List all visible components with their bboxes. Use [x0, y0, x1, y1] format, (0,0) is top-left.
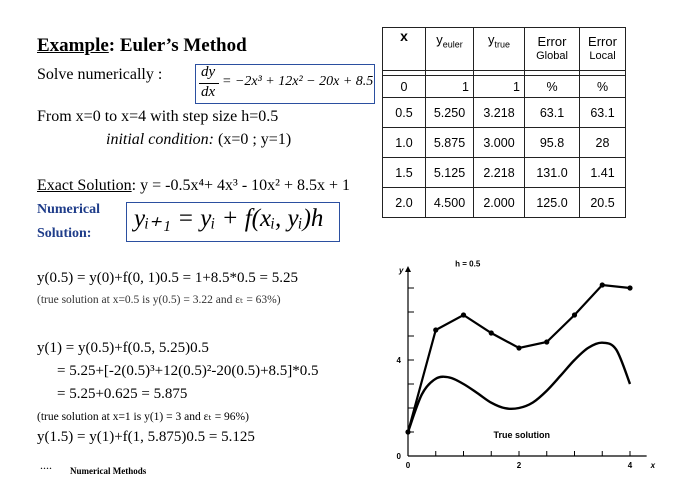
cell: 1.0 [382, 127, 426, 158]
header-yeuler-sub: euler [442, 39, 463, 50]
note-1: (true solution at x=0.5 is y(0.5) = 3.22… [37, 294, 281, 306]
cell: 0 [382, 75, 426, 98]
header-error-global: Error Global [524, 27, 580, 71]
cell: 3.000 [473, 127, 525, 158]
cell: 1 [473, 75, 525, 98]
euler-point [627, 285, 633, 291]
step-4: = 5.25+0.625 = 5.875 [57, 386, 188, 402]
deriv-numerator: dy [201, 64, 216, 80]
euler-series-line [406, 283, 631, 433]
y-axis-arrow [405, 266, 411, 272]
euler-point [599, 282, 605, 288]
table-initial-row: 0 1 1 % % [382, 75, 626, 98]
cell: % [579, 75, 626, 98]
x-tick-label: 2 [517, 461, 522, 470]
cell: 2.0 [382, 187, 426, 218]
header-error-global-2: Global [536, 50, 568, 62]
cell: 125.0 [524, 187, 580, 218]
header-x: x [382, 27, 426, 71]
euler-point [460, 312, 467, 318]
cell: 95.8 [524, 127, 580, 158]
annotation-step-size: h = 0.5 [455, 259, 481, 268]
header-ytrue-y: y [487, 32, 495, 47]
euler-formula: yᵢ₊₁ = yᵢ + f(xᵢ, yᵢ)h [134, 205, 324, 232]
euler-point [571, 312, 578, 318]
y-tick-label: 4 [397, 356, 402, 365]
range-line: From x=0 to x=4 with step size h=0.5 [37, 108, 279, 125]
euler-chart: 0 2 4 0 4 x y h = 0.5 True solution [397, 259, 656, 470]
euler-formula-box [126, 202, 340, 242]
fraction-bar [199, 83, 219, 84]
header-ytrue-sub: true [494, 39, 510, 50]
x-axis-label: x [650, 461, 656, 470]
ode-box [195, 64, 375, 104]
header-error-local-1: Error [588, 34, 617, 49]
header-error-local: Error Local [579, 27, 626, 71]
annotation-true-solution: True solution [494, 430, 551, 440]
table-row: 1.0 5.875 3.000 95.8 28 [382, 127, 626, 158]
header-error-local-2: Local [589, 50, 616, 62]
table-row: 1.5 5.125 2.218 131.0 1.41 [382, 157, 626, 188]
ellipsis: .... [40, 458, 52, 472]
example-title: Example: Euler’s Method [37, 35, 247, 57]
initial-condition: initial condition: (x=0 ; y=1) [106, 131, 291, 149]
cell: 2.000 [473, 187, 525, 218]
cell: 2.218 [473, 157, 525, 188]
cell: 5.125 [425, 157, 474, 188]
step-3: = 5.25+[-2(0.5)³+12(0.5)²-20(0.5)+8.5]*0… [57, 363, 319, 379]
step-5: y(1.5) = y(1)+f(1, 5.875)0.5 = 5.125 [37, 429, 255, 445]
header-ytrue: ytrue [473, 27, 525, 71]
cell: 20.5 [579, 187, 626, 218]
cell: 63.1 [579, 97, 626, 128]
euler-point [544, 339, 550, 345]
results-table: x yeuler ytrue Error Global Error Local … [382, 27, 626, 218]
solution-label: Solution: [37, 226, 92, 241]
solve-label: Solve numerically : [37, 66, 163, 83]
cell: 5.875 [425, 127, 474, 158]
cell: 3.218 [473, 97, 525, 128]
header-error-global-1: Error [537, 34, 567, 49]
cell: 1.5 [382, 157, 426, 188]
y-tick-label: 0 [397, 452, 402, 461]
initial-label: initial condition: [106, 131, 214, 148]
ode-rhs: = −2x³ + 12x² − 20x + 8.5 [222, 74, 374, 89]
cell: % [524, 75, 580, 98]
step-2: y(1) = y(0.5)+f(0.5, 5.25)0.5 [37, 340, 209, 356]
cell: 0.5 [382, 97, 426, 128]
table-row: 2.0 4.500 2.000 125.0 20.5 [382, 187, 626, 218]
x-tick-label: 0 [406, 461, 411, 470]
step-1: y(0.5) = y(0)+f(0, 1)0.5 = 1+8.5*0.5 = 5… [37, 270, 299, 286]
cell: 1.41 [579, 157, 626, 188]
x-tick-label: 4 [628, 461, 633, 470]
table-row: 0.5 5.250 3.218 63.1 63.1 [382, 97, 626, 128]
exact-solution: Exact Solution: y = -0.5x⁴+ 4x³ - 10x² +… [37, 177, 350, 195]
euler-point [516, 345, 522, 351]
true-solution-curve [406, 341, 632, 433]
table-header-row: x yeuler ytrue Error Global Error Local [382, 27, 626, 71]
note-2: (true solution at x=1 is y(1) = 3 and εₜ… [37, 411, 249, 423]
euler-point [433, 327, 439, 333]
footer-label: Numerical Methods [70, 466, 147, 476]
header-yeuler: yeuler [425, 27, 474, 71]
exact-label: Exact Solution [37, 177, 132, 194]
title-rest: : Euler’s Method [108, 35, 247, 56]
cell: 4.500 [425, 187, 474, 218]
y-axis-label: y [398, 266, 404, 275]
cell: 1 [425, 75, 474, 98]
cell: 63.1 [524, 97, 580, 128]
exact-equation: : y = -0.5x⁴+ 4x³ - 10x² + 8.5x + 1 [131, 177, 351, 194]
title-prefix: Example [37, 35, 109, 56]
euler-point [488, 330, 494, 336]
cell: 5.250 [425, 97, 474, 128]
cell: 28 [579, 127, 626, 158]
numerical-label: Numerical [37, 202, 100, 217]
initial-value: (x=0 ; y=1) [218, 131, 292, 148]
header-yeuler-y: y [436, 32, 443, 47]
deriv-denominator: dx [201, 84, 216, 100]
cell: 131.0 [524, 157, 580, 188]
